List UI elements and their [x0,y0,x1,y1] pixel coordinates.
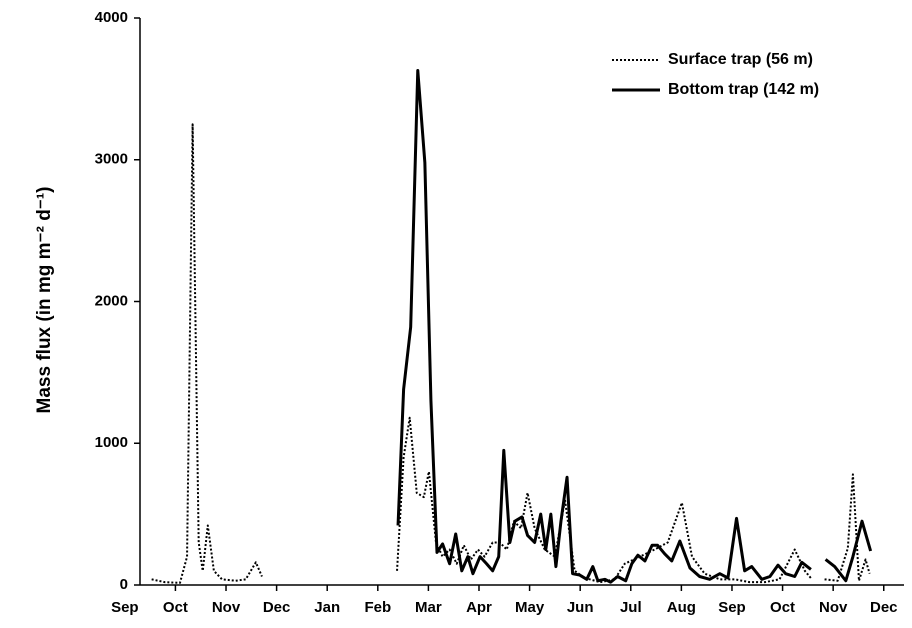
series-line [151,123,871,584]
series-line [396,68,873,584]
x-tick-label: Mar [415,599,442,616]
x-tick-label: Jul [620,599,642,616]
x-tick-label: Sep [718,599,746,616]
y-tick-label: 0 [120,576,128,593]
x-tick-label: Feb [364,599,391,616]
y-tick-label: 4000 [95,9,128,26]
x-tick-label: Oct [770,599,795,616]
x-tick-label: May [515,599,545,616]
x-tick-label: Nov [212,599,241,616]
x-tick-label: Dec [263,599,291,616]
legend-label: Surface trap (56 m) [668,51,813,68]
y-tick-label: 2000 [95,292,128,309]
x-tick-label: Dec [870,599,898,616]
x-tick-label: Aug [667,599,696,616]
y-tick-label: 3000 [95,151,128,168]
x-tick-label: Jun [567,599,594,616]
legend-label: Bottom trap (142 m) [668,81,819,98]
x-tick-label: Nov [819,599,848,616]
y-axis-label: Mass flux (in mg m⁻² d⁻¹) [34,187,55,414]
y-tick-label: 1000 [95,434,128,451]
x-tick-label: Apr [466,599,492,616]
x-tick-label: Oct [163,599,188,616]
x-tick-label: Jan [314,599,340,616]
x-tick-label: Sep [111,599,139,616]
